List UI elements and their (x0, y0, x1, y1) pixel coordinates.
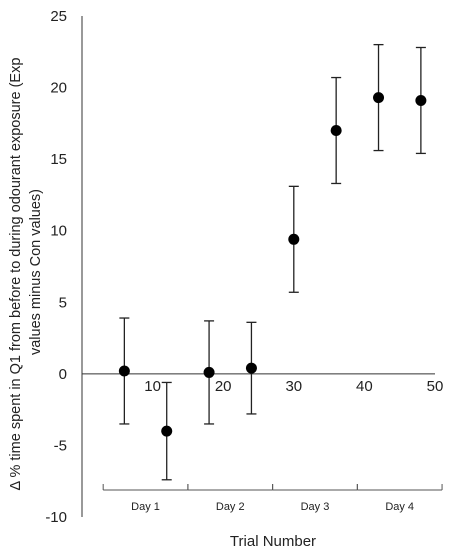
y-tick-label: 0 (59, 366, 67, 383)
x-tick-label: 20 (215, 378, 232, 395)
x-tick-label: 10 (144, 378, 161, 395)
data-point (161, 425, 173, 437)
day-label: Day 4 (385, 501, 414, 513)
y-tick-label: 20 (50, 80, 67, 97)
y-tick-label: 10 (50, 223, 67, 240)
day-label: Day 3 (301, 501, 330, 513)
x-tick-label: 40 (356, 378, 373, 395)
data-point (288, 233, 300, 245)
y-axis-label-line-1: Δ % time spent in Q1 from before to duri… (8, 58, 24, 491)
data-point (330, 125, 342, 137)
data-points (118, 92, 427, 437)
y-axis-label-line-2: values minus Con values) (28, 189, 44, 355)
y-tick-label: 5 (59, 294, 67, 311)
x-tick-label: 50 (427, 378, 444, 395)
y-axis-label: Δ % time spent in Q1 from before to duri… (8, 54, 44, 491)
data-point (118, 365, 130, 377)
x-axis-label: Trial Number (230, 533, 316, 550)
y-tick-label: -5 (54, 437, 67, 454)
day-brackets: Day 1 Day 2 Day 3 Day 4 (102, 484, 443, 513)
day-label: Day 1 (131, 501, 160, 513)
day-label: Day 2 (216, 501, 245, 513)
x-axis-ticks: 10 20 30 40 50 (144, 378, 443, 395)
y-axis-ticks: 25 20 15 10 5 0 -5 -10 (45, 8, 67, 526)
axes (81, 16, 435, 517)
data-point (245, 362, 257, 374)
y-tick-label: -10 (45, 509, 67, 526)
data-point (415, 94, 427, 106)
error-bars (119, 43, 426, 481)
y-tick-label: 15 (50, 151, 67, 168)
data-point (203, 366, 215, 378)
y-tick-label: 25 (50, 8, 67, 25)
x-tick-label: 30 (285, 378, 302, 395)
data-point (373, 92, 385, 104)
